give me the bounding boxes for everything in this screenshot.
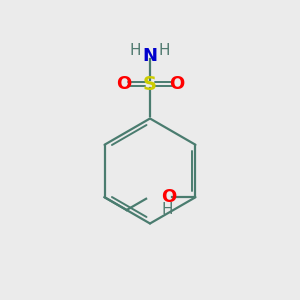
Text: N: N: [142, 46, 158, 64]
Text: H: H: [161, 202, 173, 217]
Text: O: O: [116, 75, 131, 93]
Text: S: S: [143, 74, 157, 94]
Text: O: O: [161, 188, 176, 206]
Text: O: O: [169, 75, 184, 93]
Text: H: H: [130, 43, 141, 58]
Text: H: H: [159, 43, 170, 58]
